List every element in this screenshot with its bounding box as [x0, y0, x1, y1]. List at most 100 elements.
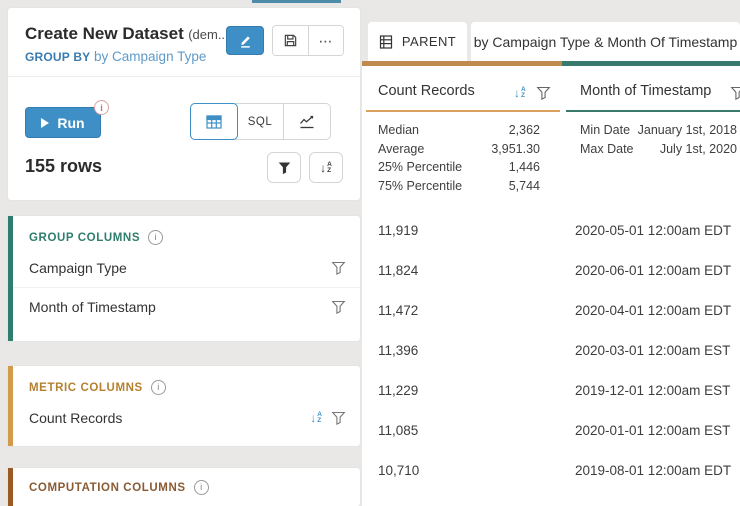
table-view-toggle[interactable]	[190, 103, 238, 140]
group-column-month-of-timestamp[interactable]: Month of Timestamp	[13, 287, 360, 325]
group-color-bar	[562, 61, 740, 66]
table-grid-icon	[206, 114, 222, 129]
count-cell: 11,919	[378, 223, 419, 238]
column-name: Count Records	[29, 410, 123, 426]
month-cell: 2019-12-01 12:00am EST	[575, 383, 731, 398]
computation-columns-label: COMPUTATION COLUMNS	[29, 481, 186, 494]
tab-by-campaign-type-month[interactable]: by Campaign Type & Month Of Timestamp	[471, 22, 740, 61]
row-count: 155 rows	[25, 156, 103, 176]
stat-label: Median	[378, 123, 419, 137]
filter-funnel-icon[interactable]	[331, 300, 346, 314]
query-header-card: Create New Dataset (dem... GROUP BY by C…	[8, 8, 360, 200]
tab-parent[interactable]: PARENT	[368, 22, 467, 61]
stat-value: 3,951.30	[491, 141, 540, 156]
month-of-timestamp-underline	[566, 110, 740, 112]
filter-funnel-icon[interactable]	[331, 411, 346, 425]
computation-columns-section: COMPUTATION COLUMNS i	[8, 468, 360, 506]
run-label: Run	[57, 114, 85, 131]
stat-value: 2,362	[508, 123, 540, 137]
filter-funnel-icon[interactable]	[331, 261, 346, 275]
dataset-title: Create New Dataset	[25, 24, 184, 43]
edit-button[interactable]	[226, 26, 264, 55]
sql-view-label: SQL	[247, 115, 273, 128]
save-button[interactable]	[273, 26, 308, 55]
group-by-subtitle: GROUP BY by Campaign Type	[25, 49, 206, 64]
metric-color-bar	[362, 61, 562, 66]
group-columns-label: GROUP COLUMNS	[29, 231, 141, 244]
stat-label: Average	[378, 141, 425, 156]
month-cell: 2020-01-01 12:00am EST	[575, 423, 731, 438]
view-toggle-group: SQL	[190, 103, 331, 140]
stat-label: 25% Percentile	[378, 160, 463, 174]
stat-value: 1,446	[508, 160, 540, 174]
filter-funnel-icon[interactable]	[730, 86, 740, 100]
count-records-underline	[366, 110, 560, 112]
table-row: 11,919 2020-05-01 12:00am EDT	[362, 212, 740, 252]
dataset-header: Create New Dataset (dem... GROUP BY by C…	[8, 8, 360, 77]
count-cell: 11,824	[378, 263, 419, 278]
sql-view-toggle[interactable]: SQL	[237, 104, 284, 139]
filter-funnel-icon[interactable]	[536, 86, 551, 100]
column-name: Campaign Type	[29, 260, 127, 276]
stat-label: Min Date	[580, 123, 631, 137]
metric-columns-label: METRIC COLUMNS	[29, 381, 143, 394]
stat-value: January 1st, 2018	[637, 123, 737, 137]
month-cell: 2019-08-01 12:00am EDT	[575, 463, 732, 478]
tab-parent-label: PARENT	[401, 34, 457, 49]
stat-value: July 1st, 2020	[659, 141, 737, 156]
result-filter-button[interactable]	[267, 152, 301, 183]
chart-line-icon	[299, 115, 315, 129]
month-of-timestamp-stats: Min Date January 1st, 2018 Max Date July 1…	[580, 121, 737, 158]
count-cell: 11,472	[378, 303, 419, 318]
table-row: 11,472 2020-04-01 12:00am EDT	[362, 292, 740, 332]
count-cell: 11,396	[378, 343, 419, 358]
more-icon: ⋯	[318, 32, 334, 49]
column-header-month-of-timestamp: Month of Timestamp	[580, 83, 712, 99]
pencil-icon	[238, 33, 253, 48]
month-cell: 2020-04-01 12:00am EDT	[575, 303, 732, 318]
count-cell: 11,229	[378, 383, 419, 398]
page-title: Create New Dataset (dem...	[25, 24, 245, 44]
group-by-label: GROUP BY	[25, 50, 91, 64]
stat-label: 75% Percentile	[378, 178, 463, 193]
computation-columns-info-icon[interactable]: i	[193, 480, 209, 495]
tab-active-label: by Campaign Type & Month Of Timestamp	[473, 33, 738, 50]
top-tab-indicator	[252, 0, 341, 3]
count-cell: 11,085	[378, 423, 419, 438]
table-row: 11,396 2020-03-01 12:00am EST	[362, 332, 740, 372]
column-name: Month of Timestamp	[29, 298, 156, 315]
group-columns-info-icon[interactable]: i	[148, 230, 164, 245]
play-icon	[41, 117, 50, 128]
results-rows: 11,919 2020-05-01 12:00am EDT 11,824 202…	[362, 212, 740, 492]
table-row: 11,229 2019-12-01 12:00am EST	[362, 372, 740, 412]
group-column-campaign-type[interactable]: Campaign Type	[13, 249, 360, 287]
run-info-badge[interactable]: i	[94, 100, 109, 115]
month-cell: 2020-03-01 12:00am EST	[575, 343, 731, 358]
month-cell: 2020-05-01 12:00am EDT	[575, 223, 732, 238]
metric-columns-info-icon[interactable]: i	[150, 380, 166, 395]
stat-value: 5,744	[508, 178, 540, 193]
count-cell: 10,710	[378, 463, 420, 478]
month-cell: 2020-06-01 12:00am EDT	[575, 263, 732, 278]
filter-funnel-icon	[277, 161, 292, 175]
column-header-count-records: Count Records	[378, 83, 475, 99]
group-columns-section: GROUP COLUMNS i Campaign Type Month of T…	[8, 216, 360, 341]
stat-label: Max Date	[580, 141, 634, 156]
results-table-panel	[362, 66, 740, 506]
table-row: 10,710 2019-08-01 12:00am EDT	[362, 452, 740, 492]
table-rows-icon	[379, 34, 393, 49]
more-button[interactable]: ⋯	[308, 26, 343, 55]
run-button[interactable]: Run	[25, 107, 101, 138]
dataset-title-suffix: (dem...	[188, 27, 229, 42]
chart-view-toggle[interactable]	[284, 104, 330, 139]
group-by-value: by Campaign Type	[94, 49, 207, 64]
count-records-stats: Median 2,362 Average 3,951.30 25% Percenti…	[378, 121, 540, 195]
save-icon	[283, 33, 298, 48]
